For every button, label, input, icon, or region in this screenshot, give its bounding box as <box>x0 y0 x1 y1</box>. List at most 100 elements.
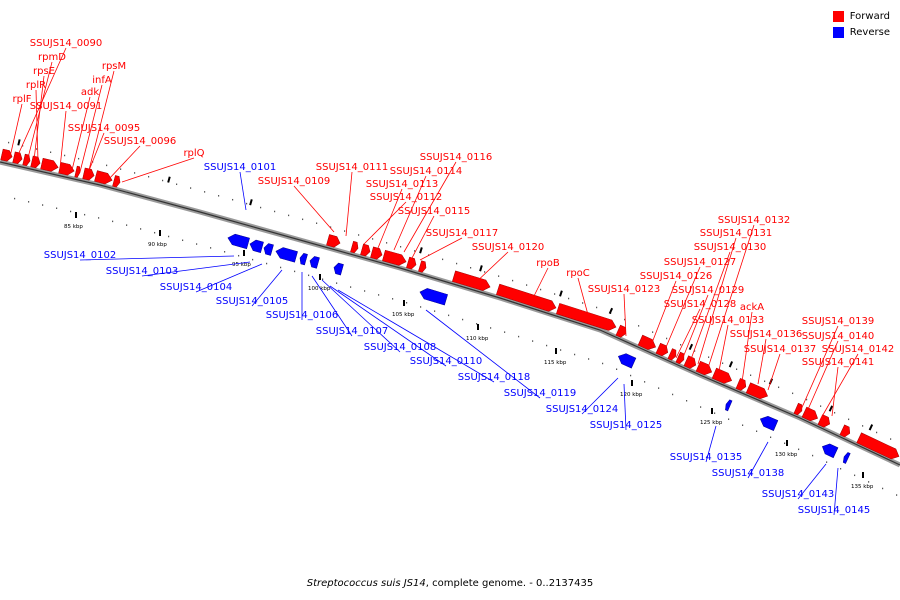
track-dot <box>154 231 156 234</box>
track-dot <box>518 335 520 338</box>
reverse-gene-arrow <box>419 288 448 306</box>
track-dot <box>792 392 794 395</box>
track-dot <box>238 254 240 257</box>
track-dash <box>249 199 253 206</box>
track-dot <box>182 239 184 242</box>
gene-label: SSUJS14_0120 <box>471 242 544 287</box>
forward-gene-arrow <box>406 256 417 270</box>
scale-tick-mark <box>711 408 713 414</box>
track-dot <box>764 380 766 383</box>
reverse-swatch <box>832 26 844 38</box>
forward-gene-arrow <box>74 165 81 178</box>
scale-tick-layer: 85 kbp 90 kbp 95 kbp 100 kbp 105 kbp 110 kbp 1… <box>8 139 898 496</box>
track-dash <box>688 343 694 351</box>
svg-text:SSUJS14_0123: SSUJS14_0123 <box>588 284 661 295</box>
forward-gene-arrow <box>745 382 768 400</box>
gene-label: SSUJS14_0132 <box>707 215 790 369</box>
gene-label: rpsE <box>33 66 55 161</box>
track-dot <box>708 356 710 358</box>
track-dot <box>862 425 864 427</box>
track-dot <box>714 412 716 414</box>
track-dot <box>232 198 234 201</box>
forward-gene-arrow <box>22 153 31 167</box>
track-dot <box>442 258 444 261</box>
track-dot <box>392 298 394 300</box>
track-dot <box>196 243 198 245</box>
svg-text:SSUJS14_0136: SSUJS14_0136 <box>730 329 803 340</box>
track-dot <box>8 141 10 144</box>
gene-label: SSUJS14_0101 <box>204 162 276 211</box>
track-dot <box>140 228 142 230</box>
track-dot <box>322 278 324 280</box>
gene-label: SSUJS14_0136 <box>730 329 803 385</box>
forward-gene-arrow <box>695 360 713 376</box>
track-dot <box>42 204 44 206</box>
forward-gene-arrow <box>793 402 803 416</box>
reverse-gene-arrow <box>618 353 637 369</box>
track-dot <box>504 331 506 333</box>
track-dot <box>784 442 786 445</box>
gene-label: SSUJS14_0137 <box>744 344 816 391</box>
forward-gene-arrow <box>112 175 121 188</box>
track-dot <box>64 154 66 157</box>
track-dot <box>308 274 310 277</box>
track-dot <box>386 242 388 244</box>
track-dot <box>806 398 808 401</box>
track-dot <box>134 172 136 174</box>
track-dot <box>372 238 374 240</box>
track-dot <box>22 145 24 147</box>
track-dot <box>652 331 654 333</box>
svg-text:SSUJS14_0105: SSUJS14_0105 <box>216 296 289 307</box>
track-dot <box>854 474 856 477</box>
gene-label: SSUJS14_0123 <box>588 284 661 337</box>
track-dot <box>400 246 402 248</box>
reverse-gene-arrow <box>309 256 320 269</box>
reverse-gene-arrow <box>822 443 839 459</box>
svg-text:SSUJS14_0109: SSUJS14_0109 <box>258 176 331 187</box>
track-dot <box>70 210 72 213</box>
gene-label: ackA <box>740 302 764 383</box>
scale-tick-label: 95 kbp <box>232 262 251 268</box>
scale-tick-mark <box>403 300 405 306</box>
scale-tick-label: 100 kbp <box>308 286 331 292</box>
gene-layer <box>0 148 900 464</box>
svg-text:SSUJS14_0129: SSUJS14_0129 <box>672 285 745 296</box>
gene-label: SSUJS14_0103 <box>106 261 251 277</box>
track-dot <box>742 424 744 426</box>
scale-tick-mark <box>555 348 557 354</box>
track-dot <box>512 279 514 282</box>
gene-label: SSUJS14_0142 <box>819 344 894 421</box>
scale-tick-mark <box>477 324 479 330</box>
svg-text:ackA: ackA <box>740 302 764 313</box>
gene-label: SSUJS14_0131 <box>697 228 772 365</box>
gene-label: SSUJS14_0135 <box>670 425 743 463</box>
svg-text:rpsE: rpsE <box>33 66 55 77</box>
svg-text:SSUJS14_0135: SSUJS14_0135 <box>670 452 743 463</box>
forward-gene-arrow <box>382 249 407 266</box>
track-dot <box>330 226 332 228</box>
svg-text:SSUJS14_0145: SSUJS14_0145 <box>798 505 871 516</box>
track-dot <box>36 148 38 150</box>
track-dot <box>204 191 206 193</box>
reverse-gene-arrow <box>333 262 344 276</box>
reverse-gene-arrow <box>299 253 308 266</box>
forward-swatch <box>832 10 844 22</box>
svg-text:SSUJS14_0115: SSUJS14_0115 <box>398 206 471 217</box>
forward-gene-arrow <box>683 355 697 369</box>
forward-gene-arrow <box>615 324 627 338</box>
gene-label: SSUJS14_0114 <box>390 166 462 251</box>
track-dot <box>644 381 646 383</box>
gene-label: SSUJS14_0112 <box>363 192 442 245</box>
gene-label: SSUJS14_0096 <box>104 136 176 181</box>
gene-label: SSUJS14_0130 <box>689 242 766 363</box>
gene-label: SSUJS14_0109 <box>258 176 335 233</box>
track-dot <box>294 270 296 273</box>
svg-text:SSUJS14_0113: SSUJS14_0113 <box>366 179 439 190</box>
track-dot <box>526 284 528 286</box>
track-dot <box>456 262 458 265</box>
track-dot <box>462 318 464 321</box>
track-dot <box>56 207 58 209</box>
scale-tick-label: 130 kbp <box>775 452 798 458</box>
scale-tick-mark <box>75 212 77 218</box>
svg-text:SSUJS14_0124: SSUJS14_0124 <box>546 404 619 415</box>
